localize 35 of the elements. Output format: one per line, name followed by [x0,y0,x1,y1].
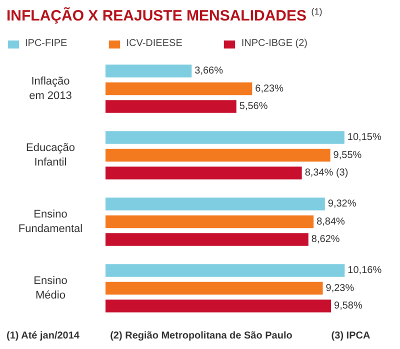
text: (1) Até jan/2014 [6,330,80,342]
data-label: 8,62% [311,234,340,245]
bar [106,166,302,180]
bar [106,148,330,162]
bar [106,264,345,277]
legend-label: INPC-IBGE (2) [241,38,308,49]
y-tick-label: Educação Infantil [26,142,75,168]
data-label: 8,84% [316,216,346,228]
bar [106,100,236,113]
text: (2) Região Metropolitana de São Paulo [110,330,292,342]
data-label: 9,55% [333,150,362,161]
y-tick-label: Ensino Fundamental [18,208,83,235]
data-label: 3,66% [194,66,224,77]
y-tick-label: Inflação em 2013 [29,76,72,102]
data-label: 10,16% [348,265,382,276]
bar [106,282,323,295]
bar [106,82,252,96]
bar [106,215,314,228]
data-label: 9,32% [328,198,356,210]
data-label: 8,34% (3) [304,167,348,178]
legend-label: ICV-DIEESE [126,38,182,49]
y-tick-label: Ensino Médio [34,275,68,302]
text: (3) IPCA [331,330,370,342]
bar [106,233,308,246]
data-label: 5,56% [239,100,268,112]
legend-label: IPC-FIPE [25,38,68,49]
chart-title: INFLAÇÃO X REAJUSTE MENSALIDADES (1) [6,6,322,24]
bar [106,300,332,312]
bar [106,64,192,78]
bar [106,131,344,144]
data-label: 10,15% [347,132,382,144]
data-label: 9,23% [326,282,354,294]
data-label: 9,58% [334,300,362,312]
bar [106,198,325,210]
data-label: 6,23% [255,83,284,94]
